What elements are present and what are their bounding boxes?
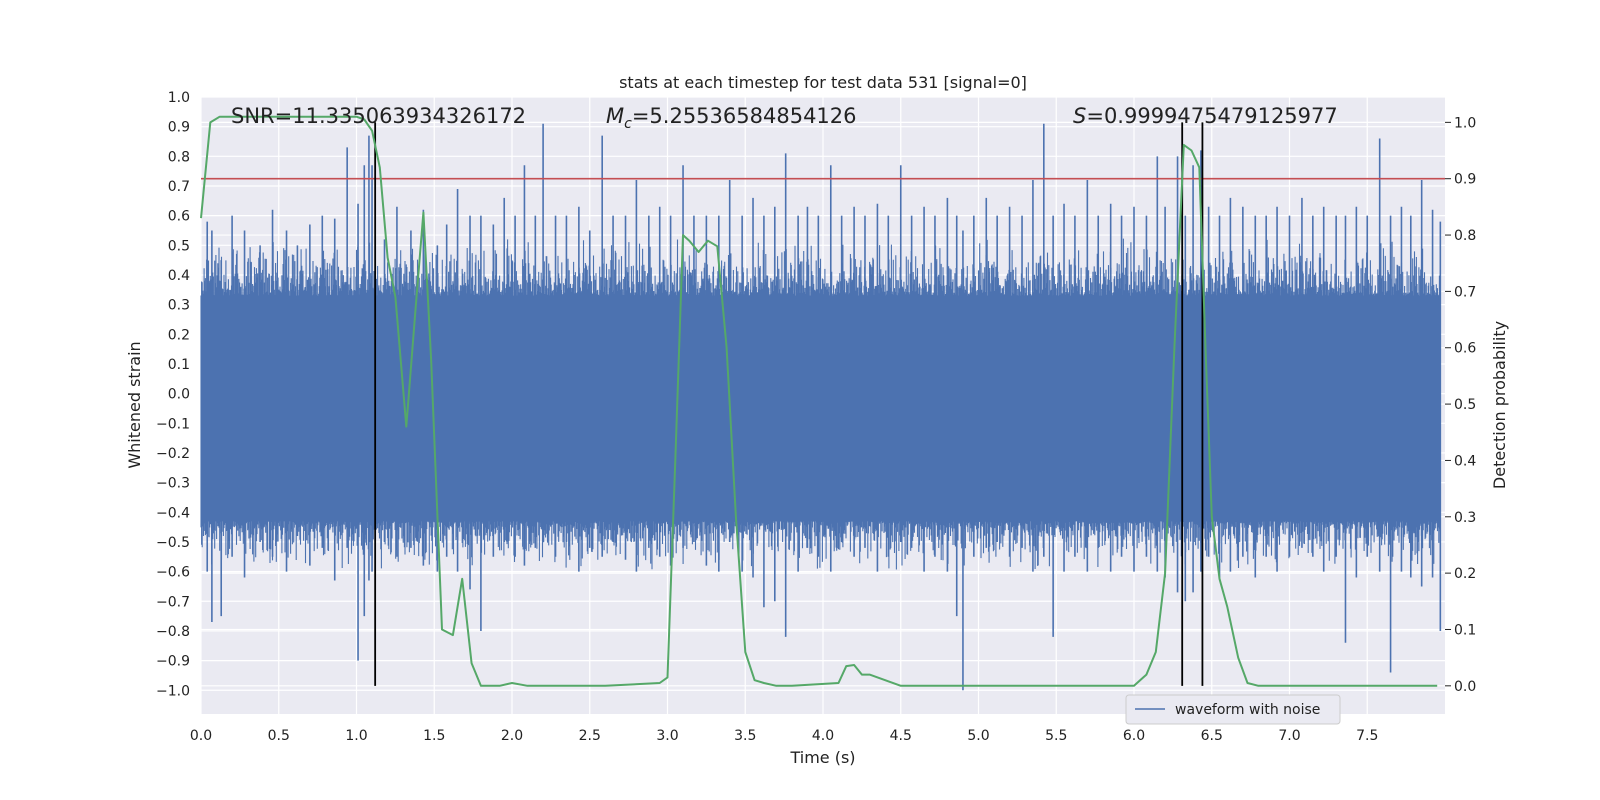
y-tick-label: −0.6 xyxy=(156,565,190,581)
y-tick-label: −0.5 xyxy=(156,535,190,551)
y-tick-label: 0.7 xyxy=(168,179,190,195)
y2-tick-label: 1.0 xyxy=(1454,115,1476,131)
snr-annotation: SNR=11.335063934326172 xyxy=(231,104,526,128)
y-tick-labels: 1.0 0.9 0.8 0.7 0.6 0.5 0.4 0.3 0.2 0.1 0.0 −0.1 −0.… xyxy=(156,90,190,699)
y-tick-label: −0.7 xyxy=(156,594,190,610)
y-tick-label: 0.0 xyxy=(168,387,190,403)
y-tick-label: 0.1 xyxy=(168,357,190,373)
y-axis-label: Whitened strain xyxy=(125,341,144,468)
legend-label-waveform: waveform with noise xyxy=(1175,702,1320,718)
y-tick-label: −0.4 xyxy=(156,505,190,521)
statistic-symbol: S xyxy=(1073,104,1086,128)
y2-tick-labels: 1.0 0.9 0.8 0.7 0.6 0.5 0.4 0.3 0.2 0.1 0.0 xyxy=(1445,115,1476,695)
x-tick-label: 2.5 xyxy=(579,728,601,744)
detection-probability-line xyxy=(200,115,1438,687)
x-tick-label: 0.5 xyxy=(268,728,290,744)
x-tick-label: 4.0 xyxy=(812,728,834,744)
x-tick-label: 3.5 xyxy=(734,728,756,744)
y2-tick-label: 0.5 xyxy=(1454,397,1476,413)
chirp-mass-value: =5.25536584854126 xyxy=(632,104,857,128)
y-tick-label: −1.0 xyxy=(156,683,190,699)
y2-tick-label: 0.2 xyxy=(1454,566,1476,582)
chirp-mass-annotation: Mc=5.25536584854126 xyxy=(606,104,857,132)
y-tick-label: 0.9 xyxy=(168,120,190,136)
legend: waveform with noise xyxy=(1125,694,1341,725)
y2-tick-label: 0.9 xyxy=(1454,172,1476,188)
y-tick-label: 0.6 xyxy=(168,209,190,225)
detection-probability-series xyxy=(200,115,1438,687)
x-tick-label: 6.5 xyxy=(1201,728,1223,744)
x-tick-label: 7.5 xyxy=(1356,728,1378,744)
x-tick-label: 1.0 xyxy=(345,728,367,744)
x-axis-label: Time (s) xyxy=(789,748,855,767)
y-tick-label: 1.0 xyxy=(168,90,190,106)
y-tick-label: −0.1 xyxy=(156,416,190,432)
y-tick-label: 0.3 xyxy=(168,298,190,314)
y2-tick-label: 0.8 xyxy=(1454,228,1476,244)
y2-tick-label: 0.7 xyxy=(1454,284,1476,300)
x-tick-label: 7.0 xyxy=(1278,728,1300,744)
y2-tick-label: 0.6 xyxy=(1454,341,1476,357)
chirp-mass-subscript: c xyxy=(624,116,632,132)
x-tick-label: 0.0 xyxy=(190,728,212,744)
x-tick-label: 4.5 xyxy=(890,728,912,744)
y-tick-label: −0.8 xyxy=(156,624,190,640)
y-tick-label: 0.5 xyxy=(168,238,190,254)
y2-tick-label: 0.4 xyxy=(1454,453,1476,469)
y2-tick-label: 0.0 xyxy=(1454,679,1476,695)
waveform-noise-trace xyxy=(200,238,1441,570)
x-tick-label: 2.0 xyxy=(501,728,523,744)
x-tick-label: 5.0 xyxy=(967,728,989,744)
x-tick-label: 5.5 xyxy=(1045,728,1067,744)
chart-title: stats at each timestep for test data 531… xyxy=(619,73,1027,92)
x-tick-label: 6.0 xyxy=(1123,728,1145,744)
waveform-series xyxy=(200,123,1442,691)
chirp-mass-symbol: M xyxy=(606,104,624,128)
y-tick-label: −0.2 xyxy=(156,446,190,462)
statistic-annotation: S=0.9999475479125977 xyxy=(1073,104,1338,128)
y-tick-label: 0.8 xyxy=(168,149,190,165)
y-tick-label: −0.9 xyxy=(156,654,190,670)
statistic-value: =0.9999475479125977 xyxy=(1086,104,1337,128)
y-tick-label: 0.2 xyxy=(168,327,190,343)
x-tick-label: 3.0 xyxy=(656,728,678,744)
y-tick-label: −0.3 xyxy=(156,476,190,492)
y-tick-label: 0.4 xyxy=(168,268,190,284)
y2-tick-label: 0.3 xyxy=(1454,510,1476,526)
legend-box xyxy=(1125,694,1341,725)
x-tick-label: 1.5 xyxy=(423,728,445,744)
y2-tick-label: 0.1 xyxy=(1454,622,1476,638)
y2-axis-label: Detection probability xyxy=(1490,321,1509,489)
x-tick-labels: 0.0 0.5 1.0 1.5 2.0 2.5 3.0 3.5 4.0 4.5 5.0 5.5 6.0 6… xyxy=(190,728,1379,744)
reference-lines xyxy=(201,122,1445,686)
